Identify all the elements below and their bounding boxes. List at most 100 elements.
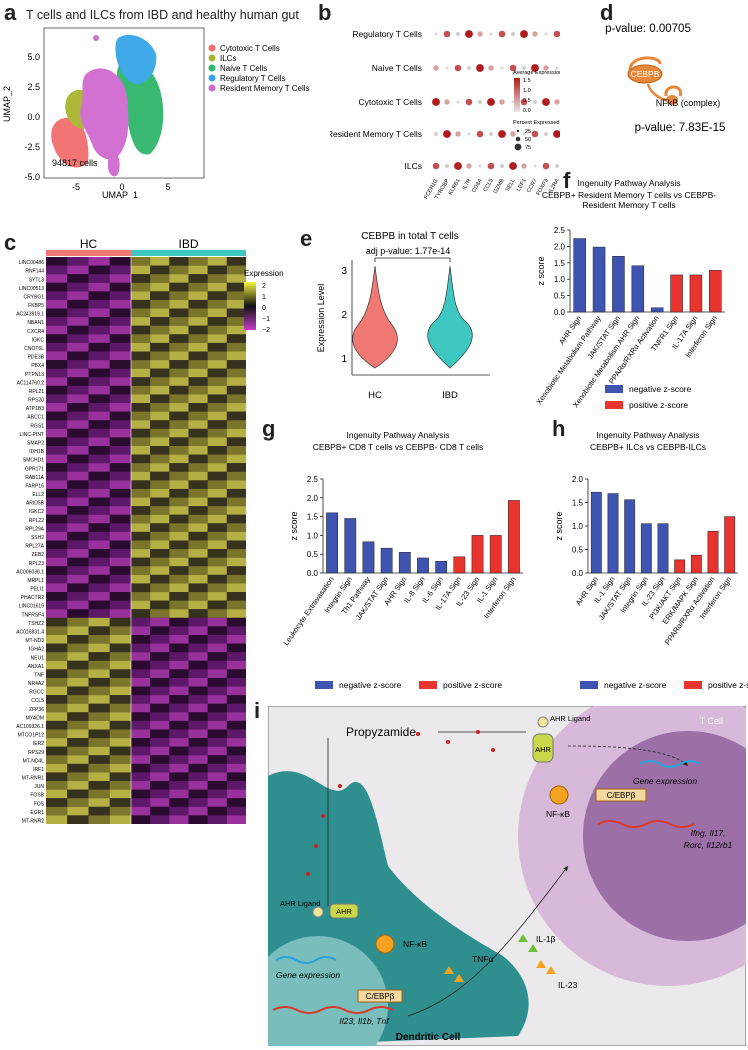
heatmap-gene-label: AC114760.2 bbox=[17, 380, 45, 386]
heatmap-cell bbox=[88, 334, 110, 343]
dotplot-dot bbox=[499, 163, 505, 169]
panel-label-f: f bbox=[563, 168, 571, 193]
heatmap-cell bbox=[109, 703, 131, 713]
heatmap-gene-label: PHACTR2 bbox=[21, 595, 45, 601]
legend-label: Regulatory T Cells bbox=[220, 74, 286, 83]
heatmap-cell bbox=[150, 342, 170, 352]
dotplot-dot bbox=[542, 98, 550, 106]
heatmap-cell bbox=[169, 712, 189, 721]
heatmap-cell bbox=[188, 660, 208, 670]
heatmap-cell bbox=[188, 557, 208, 567]
heatmap-cell bbox=[188, 798, 208, 807]
heatmap-cell bbox=[109, 394, 131, 404]
heatmap-cell bbox=[67, 686, 89, 696]
heatmap-cell bbox=[207, 643, 227, 653]
heatmap-cell bbox=[207, 291, 227, 300]
heatmap-cell bbox=[131, 282, 151, 292]
heatmap-cell bbox=[88, 274, 110, 283]
bar-chart-h: Ingenuity Pathway Analysis CEBPB+ ILCs vs… bbox=[554, 430, 748, 690]
heatmap-cell bbox=[188, 514, 208, 524]
cebpb-label: CEBPB bbox=[631, 69, 660, 79]
heatmap-cell bbox=[226, 583, 246, 593]
heatmap-cell bbox=[109, 557, 131, 567]
heatmap-gene-label: MT-RNR1 bbox=[22, 776, 44, 782]
heatmap-cell bbox=[109, 729, 131, 739]
heatmap-gene-label: MT-RNR2 bbox=[22, 819, 44, 825]
heatmap-cell bbox=[109, 317, 131, 326]
nfkb-label: NFkB (complex) bbox=[656, 98, 721, 108]
heatmap-gene-label: RPL21 bbox=[29, 389, 45, 395]
heatmap-cell bbox=[169, 334, 189, 343]
heatmap-cell bbox=[150, 308, 170, 318]
heatmap-cell bbox=[150, 660, 170, 670]
heatmap-cell bbox=[207, 274, 227, 283]
heatmap-cell bbox=[150, 403, 170, 412]
heatmap: HC IBD LINC00486 RNF144 SYTL3 LINC00513 CRYBG1… bbox=[16, 237, 283, 825]
heatmap-cell bbox=[188, 531, 208, 541]
heatmap-cell bbox=[67, 377, 89, 386]
violin-ytick: 3 bbox=[341, 266, 347, 277]
heatmap-cell bbox=[226, 325, 246, 335]
heatmap-cell bbox=[131, 712, 151, 721]
heatmap-cell bbox=[46, 600, 68, 610]
heatmap-cell bbox=[67, 540, 89, 550]
heatmap-cell bbox=[46, 265, 68, 275]
heatmap-cell bbox=[150, 652, 170, 661]
heatmap-cell bbox=[88, 574, 110, 584]
heatmap-cell bbox=[226, 471, 246, 481]
dotplot-dot bbox=[499, 99, 505, 105]
umap-ytick: 2.5 bbox=[27, 82, 40, 92]
heatmap-cell bbox=[150, 291, 170, 300]
heatmap-cell bbox=[67, 446, 89, 455]
cluster-naive bbox=[116, 60, 164, 155]
heatmap-cell bbox=[109, 583, 131, 593]
panel-a-title: T cells and ILCs from IBD and healthy hu… bbox=[26, 8, 299, 22]
dotplot-dot bbox=[465, 98, 473, 106]
bar bbox=[590, 491, 602, 574]
dotplot-row-label: Cytotoxic T Cells bbox=[359, 97, 422, 107]
heatmap-cell bbox=[207, 282, 227, 292]
heatmap-cell bbox=[226, 703, 246, 713]
heatmap-cell bbox=[226, 772, 246, 782]
dotplot-dot bbox=[544, 32, 548, 36]
heatmap-gene-label: IDH1B bbox=[29, 449, 44, 455]
heatmap-cell bbox=[46, 257, 68, 266]
heatmap-gene-label: IGKC bbox=[32, 337, 45, 343]
heatmap-cell bbox=[67, 746, 89, 756]
heatmap-cell bbox=[226, 308, 246, 318]
heatmap-cell bbox=[67, 781, 89, 790]
heatmap-cell bbox=[150, 274, 170, 283]
t-cell-label: T Cell bbox=[700, 716, 723, 726]
y-tick-label: 1.0 bbox=[307, 531, 319, 540]
heatmap-cell bbox=[169, 428, 189, 438]
heatmap-cell bbox=[150, 695, 170, 704]
heatmap-cell bbox=[67, 480, 89, 489]
panel-label-a: a bbox=[4, 0, 17, 25]
heatmap-cell bbox=[188, 394, 208, 404]
heatmap-cell bbox=[188, 411, 208, 421]
heatmap-cell bbox=[169, 798, 189, 807]
bar bbox=[709, 270, 722, 313]
heatmap-cell bbox=[150, 394, 170, 404]
heatmap-cell bbox=[207, 299, 227, 309]
heatmap-cell bbox=[67, 394, 89, 404]
heatmap-cell bbox=[226, 549, 246, 558]
cytokine-triangles bbox=[444, 960, 556, 982]
heatmap-cell bbox=[88, 557, 110, 567]
heatmap-cell bbox=[131, 626, 151, 635]
heatmap-cell bbox=[188, 274, 208, 283]
heatmap-cell bbox=[226, 738, 246, 747]
heatmap-cell bbox=[207, 506, 227, 515]
legend-dot bbox=[208, 54, 216, 62]
heatmap-cell bbox=[131, 738, 151, 747]
heatmap-cell bbox=[109, 574, 131, 584]
heatmap-cell bbox=[88, 437, 110, 446]
heatmap-cell bbox=[169, 282, 189, 292]
heatmap-cell bbox=[109, 712, 131, 721]
tnfa-label: TNFα bbox=[472, 954, 494, 964]
heatmap-cell bbox=[88, 677, 110, 687]
heatmap-cell bbox=[188, 781, 208, 790]
heatmap-cell bbox=[46, 282, 68, 292]
heatmap-cell bbox=[188, 488, 208, 498]
heatmap-cell bbox=[131, 695, 151, 704]
